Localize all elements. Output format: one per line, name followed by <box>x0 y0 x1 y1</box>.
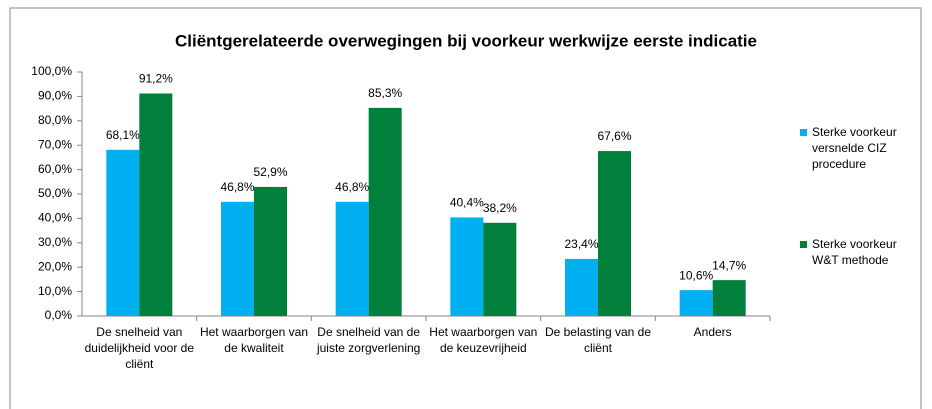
data-label: 46,8% <box>220 180 254 194</box>
x-tick-label: De snelheid van de juiste zorgverlening <box>316 325 421 355</box>
data-label: 40,4% <box>450 196 484 210</box>
y-tick-label: 10,0% <box>38 284 72 298</box>
data-label: 91,2% <box>139 72 173 86</box>
bar <box>335 201 369 316</box>
chart-title: Cliëntgerelateerde overwegingen bij voor… <box>175 31 757 50</box>
bar <box>712 280 746 316</box>
bar <box>598 151 631 316</box>
y-tick-label: 40,0% <box>38 211 72 225</box>
data-label: 85,3% <box>368 86 402 100</box>
legend-label: Sterke voorkeur versnelde CIZ procedure <box>812 125 897 171</box>
data-label: 23,4% <box>564 237 598 251</box>
bar <box>254 186 287 316</box>
bar <box>368 107 402 316</box>
y-tick-label: 100,0% <box>31 64 72 78</box>
legend-swatch <box>800 129 807 136</box>
x-tick-label: De belasting van de cliënt <box>544 325 652 355</box>
bar <box>565 258 598 316</box>
x-tick-label: Anders <box>693 325 732 339</box>
y-tick-label: 80,0% <box>38 113 72 127</box>
y-tick-label: 20,0% <box>38 259 72 273</box>
y-tick-label: 60,0% <box>38 162 72 176</box>
data-label: 52,9% <box>253 165 287 179</box>
chart-border <box>9 7 922 409</box>
y-tick-label: 30,0% <box>38 235 72 249</box>
data-label: 68,1% <box>106 128 140 142</box>
data-label: 67,6% <box>597 129 631 143</box>
x-tick-label: De snelheid van duidelijkheid voor de cl… <box>84 325 195 371</box>
data-label: 46,8% <box>335 180 369 194</box>
bar <box>221 201 254 316</box>
bar <box>679 290 713 316</box>
bar <box>106 149 140 316</box>
y-tick-label: 0,0% <box>45 308 73 322</box>
data-label: 10,6% <box>679 268 713 282</box>
bar <box>450 217 484 316</box>
legend-swatch <box>800 241 807 248</box>
y-tick-label: 70,0% <box>38 137 72 151</box>
y-tick-label: 50,0% <box>38 186 72 200</box>
data-label: 14,7% <box>712 258 746 272</box>
x-tick-label: Het waarborgen van de keuzevrijheid <box>429 325 538 355</box>
y-tick-label: 90,0% <box>38 89 72 103</box>
x-tick-label: Het waarborgen van de kwaliteit <box>199 325 309 355</box>
bar <box>139 93 173 316</box>
legend-label: Sterke voorkeur W&T methode <box>812 237 897 267</box>
data-label: 38,2% <box>483 201 517 215</box>
bar <box>483 222 517 316</box>
